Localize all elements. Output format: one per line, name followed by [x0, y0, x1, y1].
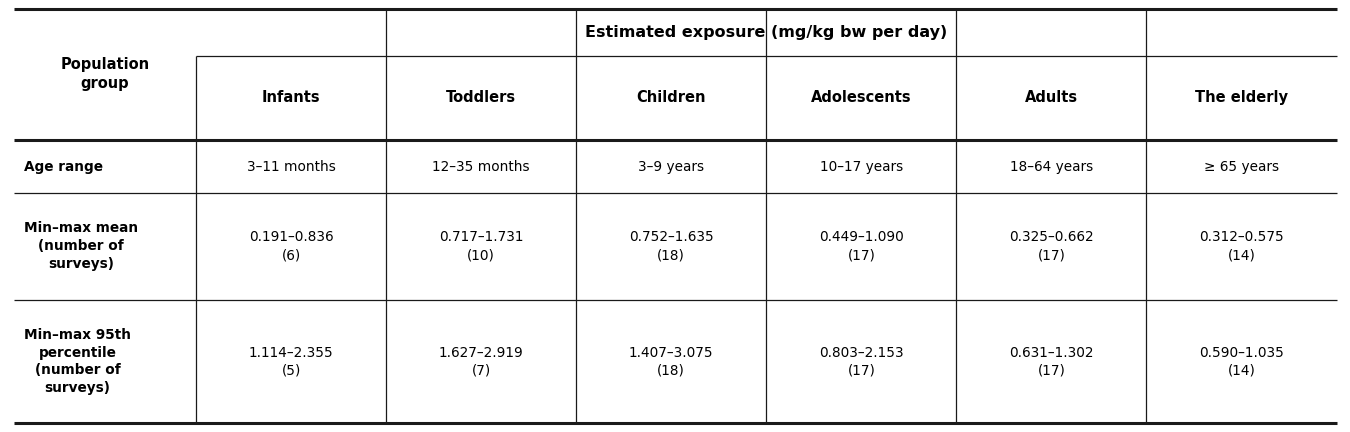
Text: 0.312–0.575
(14): 0.312–0.575 (14) — [1199, 230, 1284, 262]
Text: 3–11 months: 3–11 months — [247, 159, 336, 174]
Text: 0.752–1.635
(18): 0.752–1.635 (18) — [629, 230, 714, 262]
Text: 10–17 years: 10–17 years — [819, 159, 903, 174]
Text: Children: Children — [636, 90, 706, 105]
Text: 12–35 months: 12–35 months — [432, 159, 531, 174]
Text: Adolescents: Adolescents — [811, 90, 911, 105]
Text: Min–max mean
(number of
surveys): Min–max mean (number of surveys) — [24, 222, 138, 271]
Text: Toddlers: Toddlers — [446, 90, 516, 105]
Text: 0.449–1.090
(17): 0.449–1.090 (17) — [819, 230, 903, 262]
Text: 1.114–2.355
(5): 1.114–2.355 (5) — [248, 346, 333, 378]
Text: Adults: Adults — [1025, 90, 1077, 105]
Text: 1.407–3.075
(18): 1.407–3.075 (18) — [629, 346, 714, 378]
Text: 1.627–2.919
(7): 1.627–2.919 (7) — [439, 346, 524, 378]
Text: The elderly: The elderly — [1195, 90, 1288, 105]
Text: Min–max 95th
percentile
(number of
surveys): Min–max 95th percentile (number of surve… — [24, 328, 131, 395]
Text: ≥ 65 years: ≥ 65 years — [1204, 159, 1278, 174]
Text: 18–64 years: 18–64 years — [1010, 159, 1094, 174]
Text: Infants: Infants — [262, 90, 320, 105]
Text: 0.325–0.662
(17): 0.325–0.662 (17) — [1008, 230, 1094, 262]
Text: 0.191–0.836
(6): 0.191–0.836 (6) — [248, 230, 333, 262]
Text: Population
group: Population group — [61, 57, 150, 92]
Text: 0.631–1.302
(17): 0.631–1.302 (17) — [1010, 346, 1094, 378]
Text: 0.717–1.731
(10): 0.717–1.731 (10) — [439, 230, 524, 262]
Text: Estimated exposure (mg/kg bw per day): Estimated exposure (mg/kg bw per day) — [585, 25, 948, 40]
Text: 0.803–2.153
(17): 0.803–2.153 (17) — [819, 346, 903, 378]
Text: 0.590–1.035
(14): 0.590–1.035 (14) — [1199, 346, 1284, 378]
Text: 3–9 years: 3–9 years — [639, 159, 705, 174]
Text: Age range: Age range — [24, 159, 103, 174]
